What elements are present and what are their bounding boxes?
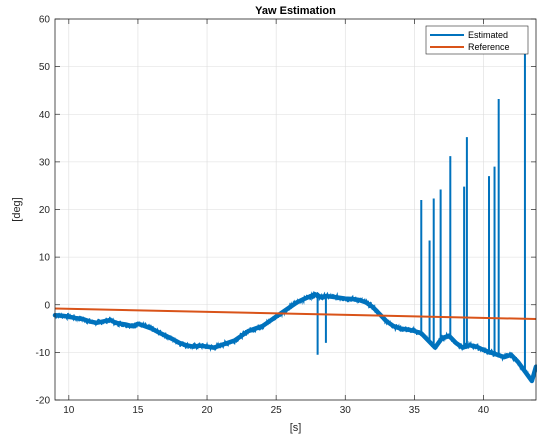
y-tick-label: 0 (44, 300, 50, 311)
legend-label-reference: Reference (468, 42, 510, 52)
y-tick-label: 20 (39, 205, 51, 216)
y-tick-label: 40 (39, 110, 51, 121)
x-tick-label: 40 (478, 405, 490, 416)
y-tick-label: -20 (36, 396, 51, 407)
x-tick-label: 15 (132, 405, 144, 416)
y-tick-label: 60 (39, 15, 51, 26)
x-tick-label: 25 (271, 405, 283, 416)
y-tick-label: -10 (36, 348, 51, 359)
legend-label-estimated: Estimated (468, 30, 508, 40)
y-tick-label: 10 (39, 253, 51, 264)
legend-box (425, 25, 529, 55)
x-tick-label: 35 (409, 405, 421, 416)
legend: Estimated Reference (425, 25, 529, 55)
series-reference-line (54, 307, 537, 321)
x-tick-label: 10 (63, 405, 75, 416)
tick-layer: 10 15 20 25 30 35 40 -20 -10 0 10 20 30 40 50 60 (36, 15, 536, 416)
chart-title: Yaw Estimation (255, 5, 336, 17)
y-axis-label: [deg] (11, 197, 23, 221)
x-axis-label: [s] (290, 422, 302, 434)
series-layer (52, 47, 537, 384)
y-tick-label: 50 (39, 62, 51, 73)
x-tick-label: 20 (201, 405, 213, 416)
series-estimated-line (54, 291, 537, 384)
x-tick-label: 30 (340, 405, 352, 416)
y-tick-label: 30 (39, 157, 51, 168)
